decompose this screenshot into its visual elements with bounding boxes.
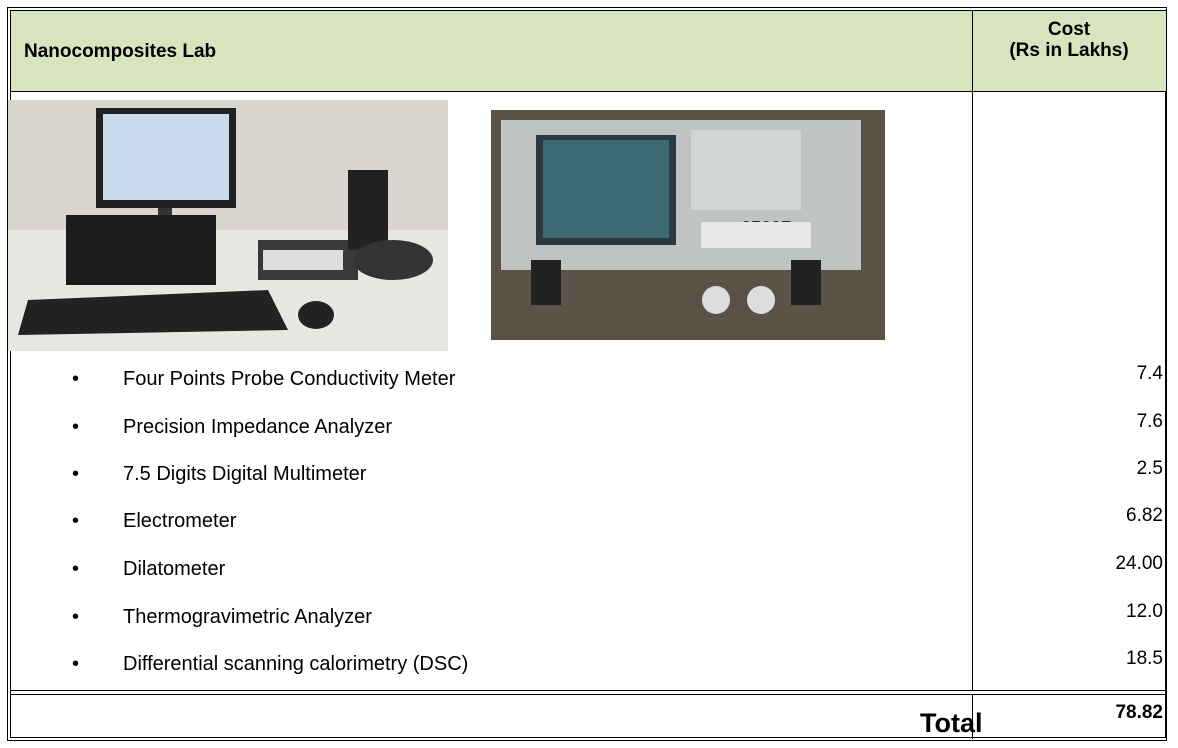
header-title: Nanocomposites Lab — [24, 41, 217, 62]
item-cost: 6.82 — [1126, 505, 1163, 526]
item-cost: 7.6 — [1136, 411, 1163, 432]
bullet: • — [72, 606, 80, 628]
bullet: • — [72, 653, 80, 675]
column-divider — [972, 11, 973, 691]
analyzer-photo: 6500B — [491, 110, 885, 340]
lab-photo — [8, 100, 448, 351]
item-cost: 12.0 — [1126, 601, 1163, 622]
bullet: • — [72, 416, 80, 438]
item-cost: 18.5 — [1126, 648, 1163, 669]
item-name: Differential scanning calorimetry (DSC) — [123, 653, 469, 675]
cost-header: (Rs in Lakhs) — [1009, 40, 1129, 61]
item-name: Precision Impedance Analyzer — [123, 416, 393, 438]
item-name: Thermogravimetric Analyzer — [123, 606, 372, 628]
table-frame — [7, 7, 1167, 741]
item-cost: 2.5 — [1136, 458, 1163, 479]
bullet: • — [72, 510, 80, 532]
total-divider — [11, 690, 1166, 695]
bullet: • — [72, 463, 80, 485]
header-row — [11, 11, 1166, 92]
item-name: 7.5 Digits Digital Multimeter — [123, 463, 367, 485]
total-value: 78.82 — [1115, 702, 1163, 723]
cost-header: Cost — [1047, 19, 1091, 40]
item-cost: 7.4 — [1136, 363, 1163, 384]
item-name: Four Points Probe Conductivity Meter — [123, 368, 456, 390]
item-name: Electrometer — [123, 510, 237, 532]
item-cost: 24.00 — [1115, 553, 1163, 574]
total-label: Total — [920, 708, 983, 738]
column-divider — [972, 695, 973, 739]
item-name: Dilatometer — [123, 558, 226, 580]
bullet: • — [72, 558, 80, 580]
bullet: • — [72, 368, 80, 390]
